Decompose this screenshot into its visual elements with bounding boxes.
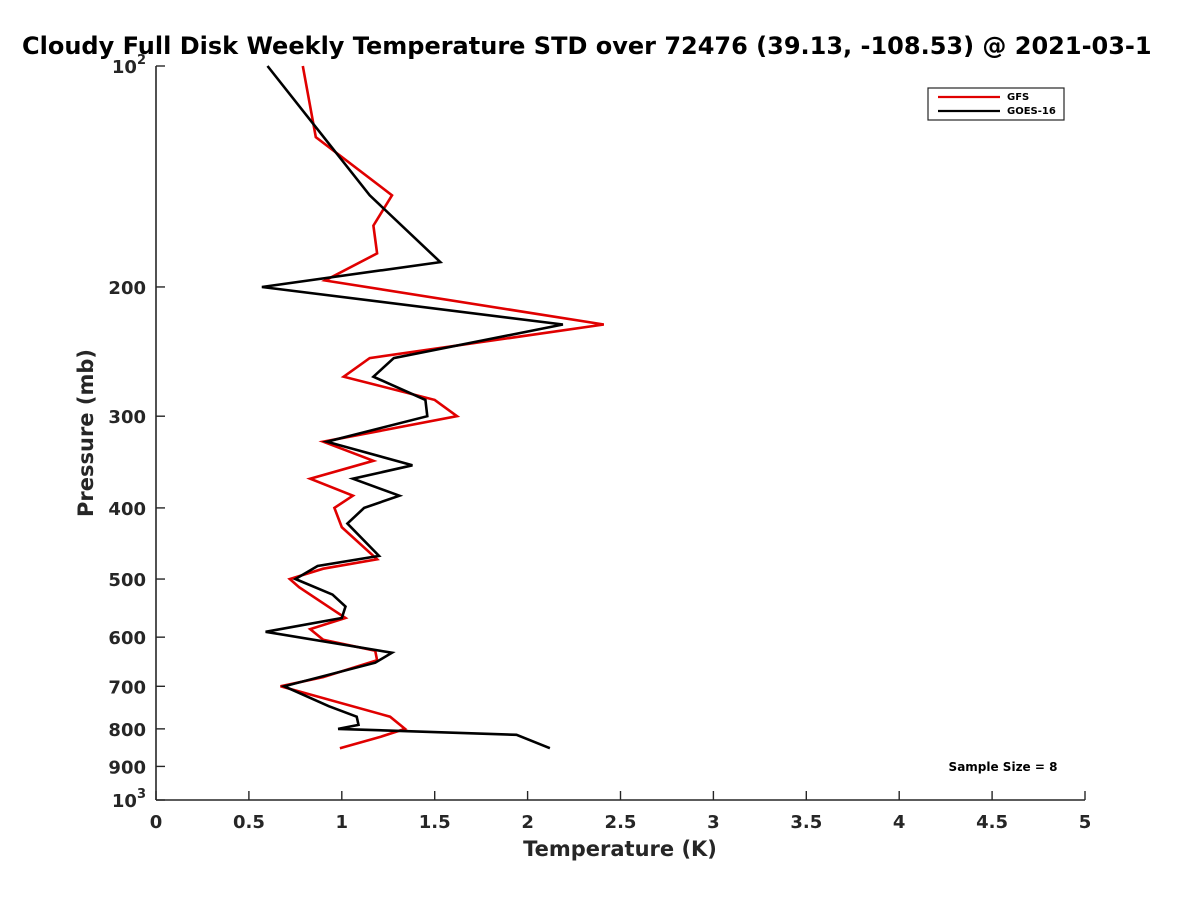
series-line-goes16: [261, 65, 564, 750]
x-tick-label: 5: [1079, 812, 1092, 833]
x-tick-label: 3.5: [790, 812, 822, 833]
x-tick-label: 4.5: [976, 812, 1008, 833]
x-tick-label: 3: [707, 812, 720, 833]
y-tick-label: 300: [108, 407, 146, 428]
x-tick-label: 4: [893, 812, 906, 833]
x-tick-label: 0.5: [233, 812, 265, 833]
x-tick-label: 2: [521, 812, 534, 833]
chart-title: Cloudy Full Disk Weekly Temperature STD …: [22, 32, 1152, 60]
series-layer: [261, 65, 605, 750]
y-tick-label: 103: [112, 787, 146, 812]
x-tick-label: 1.5: [419, 812, 451, 833]
x-tick-label: 2.5: [605, 812, 637, 833]
y-tick-label: 200: [108, 278, 146, 299]
y-tick-label: 500: [108, 570, 146, 591]
y-axis-label: Pressure (mb): [74, 349, 98, 517]
x-tick-label: 1: [336, 812, 349, 833]
y-tick-label: 800: [108, 720, 146, 741]
legend: GFS GOES-16: [927, 87, 1065, 121]
y-tick-label: 900: [108, 757, 146, 778]
sample-size-annotation: Sample Size = 8: [949, 760, 1058, 774]
legend-label-gfs: GFS: [1007, 92, 1029, 103]
series-line-gfs: [280, 65, 605, 750]
legend-box: [927, 87, 1065, 121]
y-tick-label: 102: [112, 53, 146, 78]
y-tick-label: 700: [108, 677, 146, 698]
x-ticks: 0 0.5 1 1.5 2 2.5 3 3.5 4 4.5 5: [150, 791, 1092, 833]
x-tick-label: 0: [150, 812, 163, 833]
y-ticks: 102 200 300 400 500 600 700 800 900 103: [108, 53, 165, 812]
y-tick-label: 400: [108, 499, 146, 520]
y-tick-label: 600: [108, 628, 146, 649]
legend-label-goes16: GOES-16: [1007, 106, 1056, 117]
x-axis-label: Temperature (K): [523, 837, 717, 861]
